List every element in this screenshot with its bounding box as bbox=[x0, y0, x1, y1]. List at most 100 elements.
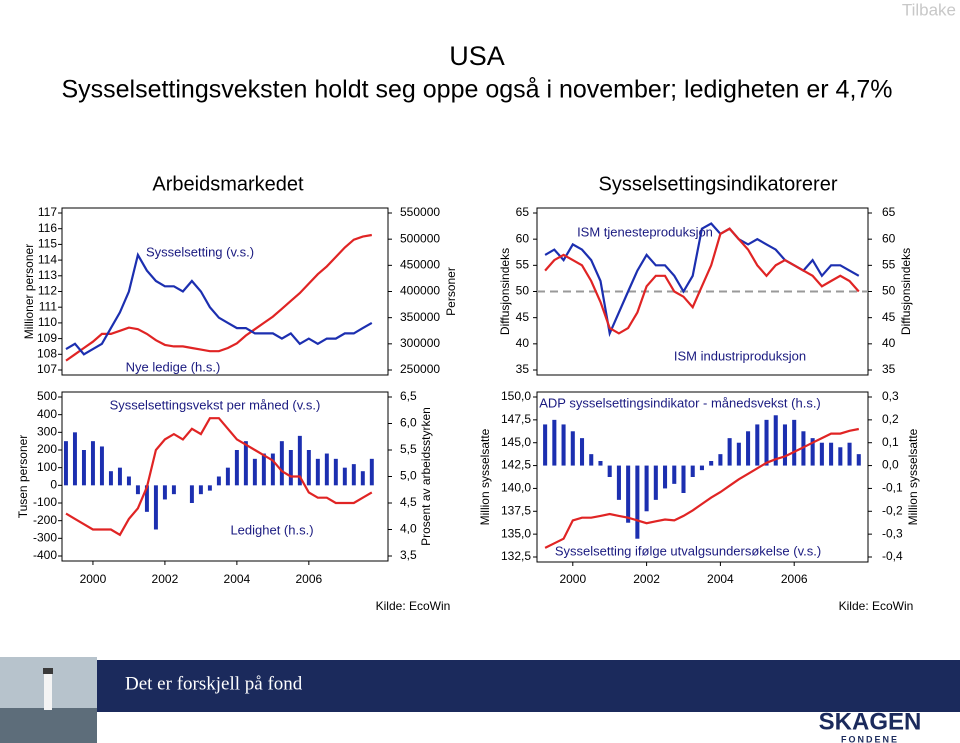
x-tick-label: 2002 bbox=[152, 572, 179, 586]
banner bbox=[97, 660, 960, 712]
bar bbox=[306, 450, 311, 486]
bar bbox=[90, 441, 95, 486]
y-tick-label: 140,0 bbox=[501, 481, 531, 495]
y2-tick-label: 6,0 bbox=[400, 416, 417, 430]
lighthouse bbox=[44, 672, 52, 710]
section-title: Arbeidsmarkedet bbox=[152, 173, 304, 195]
y-tick-label: 112 bbox=[38, 284, 57, 298]
y-tick-label: 35 bbox=[516, 362, 530, 376]
subtitle: Sysselsettingsveksten holdt seg oppe ogs… bbox=[61, 76, 892, 104]
y-tick-label: 0 bbox=[50, 478, 57, 492]
bar bbox=[819, 442, 824, 466]
series-label: ADP sysselsettingsindikator - månedsveks… bbox=[539, 395, 821, 410]
bar bbox=[635, 465, 640, 539]
bar bbox=[207, 485, 212, 491]
y-tick-label: 108 bbox=[37, 346, 57, 360]
x-tick-label: 2006 bbox=[295, 572, 322, 586]
y2-tick-label: 500000 bbox=[400, 231, 440, 245]
y2-tick-label: 3,5 bbox=[400, 548, 417, 562]
bar bbox=[126, 476, 131, 486]
bar bbox=[773, 415, 778, 466]
bar bbox=[681, 465, 686, 493]
y-axis-title: Tusen personer bbox=[16, 435, 30, 519]
y-tick-label: -100 bbox=[33, 495, 57, 509]
y2-tick-label: 40 bbox=[882, 336, 896, 350]
plot-frame bbox=[536, 391, 869, 563]
y2-tick-label: 0,1 bbox=[882, 435, 899, 449]
bar bbox=[360, 471, 365, 486]
y-tick-label: 200 bbox=[37, 442, 57, 456]
y2-tick-label: 60 bbox=[882, 231, 896, 245]
y-tick-label: 50 bbox=[516, 284, 530, 298]
bar bbox=[99, 446, 104, 486]
bar bbox=[153, 485, 158, 530]
bar bbox=[755, 424, 760, 466]
bar bbox=[856, 454, 861, 466]
bar bbox=[561, 424, 566, 466]
y-tick-label: -200 bbox=[33, 513, 57, 527]
y-tick-label: 147,5 bbox=[501, 412, 531, 426]
bar bbox=[324, 453, 329, 486]
y-tick-label: 45 bbox=[516, 310, 530, 324]
bar bbox=[709, 461, 714, 466]
bar bbox=[616, 465, 621, 500]
y-axis-title: Diffusjonsindeks bbox=[498, 248, 512, 335]
bar bbox=[598, 461, 603, 466]
series-label: Nye ledige (h.s.) bbox=[126, 359, 221, 374]
y-tick-label: 500 bbox=[37, 389, 57, 403]
y-tick-label: 100 bbox=[37, 460, 57, 474]
bar bbox=[162, 485, 167, 500]
bar bbox=[838, 447, 843, 466]
back-link[interactable]: Tilbake bbox=[902, 0, 956, 19]
line bbox=[65, 417, 373, 537]
line bbox=[65, 251, 373, 356]
y-tick-label: 400 bbox=[37, 407, 57, 421]
bar bbox=[117, 467, 122, 486]
bar bbox=[243, 441, 248, 486]
bar bbox=[63, 441, 68, 486]
bar bbox=[718, 454, 723, 466]
y-tick-label: 132,5 bbox=[501, 549, 531, 563]
y2-tick-label: -0,1 bbox=[882, 481, 903, 495]
y2-tick-label: 400000 bbox=[400, 284, 440, 298]
bar bbox=[369, 458, 374, 486]
y2-tick-label: 65 bbox=[882, 205, 896, 219]
y2-tick-label: 550000 bbox=[400, 205, 440, 219]
y2-tick-label: 5,0 bbox=[400, 469, 417, 483]
series-label: Sysselsetting ifølge utvalgsundersøkelse… bbox=[555, 543, 821, 558]
x-tick-label: 2002 bbox=[633, 572, 660, 586]
y-axis-title: Millioner personer bbox=[22, 244, 36, 339]
photo-rocks bbox=[0, 708, 97, 743]
title: USA bbox=[449, 41, 505, 71]
y2-axis-title: Personer bbox=[444, 267, 458, 316]
bar bbox=[189, 485, 194, 503]
y-tick-label: 65 bbox=[516, 205, 530, 219]
slogan: Det er forskjell på fond bbox=[125, 673, 303, 694]
x-tick-label: 2000 bbox=[80, 572, 107, 586]
bar bbox=[333, 458, 338, 486]
bar bbox=[690, 465, 695, 477]
logo-sub: FONDENE bbox=[841, 734, 899, 743]
bar bbox=[552, 419, 557, 466]
y-tick-label: 55 bbox=[516, 258, 530, 272]
y-tick-label: 150,0 bbox=[501, 389, 531, 403]
y-axis-title: Million sysselsatte bbox=[478, 428, 492, 525]
y-tick-label: 142,5 bbox=[501, 458, 531, 472]
bar bbox=[672, 465, 677, 484]
y-tick-label: 114 bbox=[38, 252, 57, 266]
y2-tick-label: 35 bbox=[882, 362, 896, 376]
y-tick-label: 110 bbox=[38, 315, 57, 329]
bar bbox=[764, 419, 769, 466]
bar bbox=[653, 465, 658, 500]
bar bbox=[699, 465, 704, 471]
lighthouse-top bbox=[43, 668, 53, 674]
source: Kilde: EcoWin bbox=[839, 599, 914, 613]
y-tick-label: 135,0 bbox=[501, 526, 531, 540]
series-label: Sysselsettingsvekst per måned (v.s.) bbox=[110, 397, 321, 412]
y2-tick-label: 5,5 bbox=[400, 442, 417, 456]
bar bbox=[351, 464, 356, 486]
y2-tick-label: -0,2 bbox=[882, 503, 903, 517]
y2-tick-label: 4,5 bbox=[400, 495, 417, 509]
x-tick-label: 2004 bbox=[224, 572, 251, 586]
bar bbox=[829, 442, 834, 466]
